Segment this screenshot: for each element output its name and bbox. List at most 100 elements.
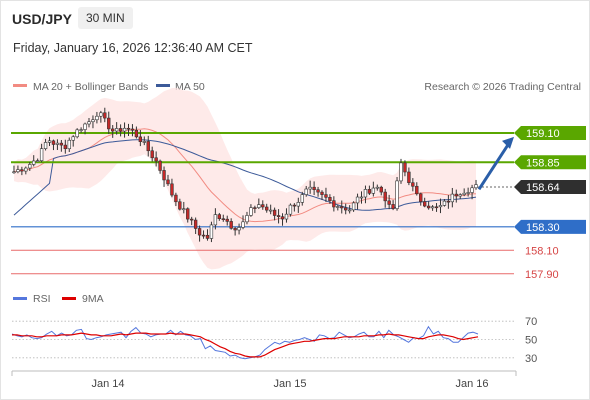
candle xyxy=(16,165,20,174)
candle xyxy=(363,185,368,204)
rsi-level-label: 30 xyxy=(525,353,537,365)
candle-body xyxy=(186,208,190,220)
candle xyxy=(237,223,241,235)
candle-body xyxy=(209,224,214,239)
candle xyxy=(225,215,229,226)
candle xyxy=(142,136,146,146)
candle-body xyxy=(134,129,139,138)
candle-body xyxy=(51,140,56,145)
ma50-legend-swatch xyxy=(156,84,170,87)
candle xyxy=(403,160,407,177)
candle-body xyxy=(434,206,439,209)
candle xyxy=(87,117,91,128)
candle-body xyxy=(158,160,162,171)
price-tag-shape xyxy=(514,155,586,170)
price-tag: 157.90 xyxy=(525,269,559,281)
candle-body xyxy=(75,129,79,138)
candle xyxy=(32,155,36,167)
candle xyxy=(253,205,257,214)
candle xyxy=(411,178,415,192)
candle xyxy=(423,197,427,208)
candle xyxy=(233,226,237,236)
candle xyxy=(79,127,83,133)
candle-body xyxy=(118,128,123,132)
candle-body xyxy=(391,204,395,209)
candle-body xyxy=(442,200,447,206)
candle xyxy=(146,135,150,157)
candle-body xyxy=(150,150,154,159)
candle xyxy=(340,200,344,214)
candle-body xyxy=(107,117,111,130)
candle-body xyxy=(229,221,233,229)
price-tag-label: 158.64 xyxy=(526,182,560,194)
candle xyxy=(332,196,336,212)
candle-body xyxy=(142,141,146,143)
price-tag: 158.30 xyxy=(514,219,586,234)
candle-body xyxy=(387,200,391,205)
candle xyxy=(193,217,198,234)
candle-body xyxy=(426,205,431,209)
candle xyxy=(426,201,431,210)
candle xyxy=(190,216,194,226)
candle xyxy=(24,166,28,175)
candle-body xyxy=(395,180,399,209)
candle-body xyxy=(253,207,257,209)
candle xyxy=(47,136,52,147)
candle xyxy=(434,203,439,212)
candle-body xyxy=(383,191,387,202)
price-tag-label: 158.10 xyxy=(525,245,559,257)
candle-body xyxy=(272,209,277,216)
candle-body xyxy=(197,228,202,236)
candle-body xyxy=(324,194,328,198)
candle xyxy=(371,181,376,197)
candle xyxy=(71,135,75,147)
candle xyxy=(170,178,174,198)
candle xyxy=(118,124,123,137)
candle-body xyxy=(300,194,304,203)
candle xyxy=(284,208,289,223)
candle-body xyxy=(462,192,466,195)
candle xyxy=(35,158,40,163)
candle xyxy=(351,201,356,212)
candle-body xyxy=(458,194,462,197)
candle xyxy=(450,187,455,208)
candle xyxy=(154,151,158,167)
rsi-line xyxy=(11,325,479,360)
candle xyxy=(300,191,304,206)
candle-body xyxy=(245,215,249,223)
candle-body xyxy=(367,189,372,194)
candle xyxy=(261,200,265,210)
candle-body xyxy=(162,170,166,181)
candle-body xyxy=(284,213,289,220)
candle-body xyxy=(304,188,308,195)
time-axis-label: Jan 15 xyxy=(273,378,306,390)
candle xyxy=(466,187,470,197)
price-tag-label: 158.85 xyxy=(526,157,560,169)
candle-body xyxy=(411,182,415,187)
candle-body xyxy=(59,142,64,146)
candle-body xyxy=(126,127,131,130)
price-levels xyxy=(11,131,514,275)
candle-body xyxy=(241,221,245,228)
rsi-level-label: 50 xyxy=(525,335,537,347)
candle xyxy=(272,207,277,221)
candle xyxy=(158,159,162,174)
candle-body xyxy=(292,204,297,207)
candle xyxy=(355,193,360,210)
candle-body xyxy=(347,209,352,212)
candle-body xyxy=(28,164,32,169)
candle-body xyxy=(166,179,170,185)
candle-body xyxy=(403,162,407,173)
forecast-arrow xyxy=(477,136,514,191)
candle-body xyxy=(83,123,87,130)
candle xyxy=(67,137,71,153)
candle xyxy=(458,193,462,200)
candle xyxy=(280,213,285,226)
candle-body xyxy=(344,207,348,211)
candle-body xyxy=(249,207,253,216)
candle xyxy=(217,212,222,221)
timeframe-badge[interactable]: 30 MIN xyxy=(78,7,133,29)
candle-body xyxy=(103,112,107,119)
candle xyxy=(320,190,324,200)
